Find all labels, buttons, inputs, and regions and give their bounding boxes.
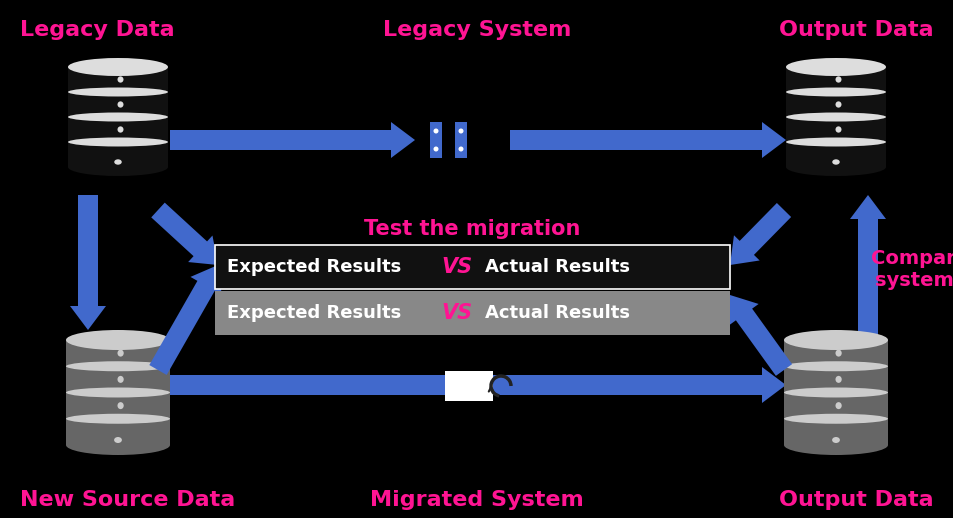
Polygon shape [170,367,785,403]
Polygon shape [152,203,218,265]
Ellipse shape [66,435,170,455]
Text: Expected Results: Expected Results [227,258,401,276]
Ellipse shape [117,102,123,108]
Polygon shape [170,122,415,158]
Text: Legacy System: Legacy System [382,20,571,40]
Ellipse shape [785,88,885,96]
Ellipse shape [68,112,168,122]
Ellipse shape [831,160,839,165]
Polygon shape [455,122,467,158]
Polygon shape [729,203,790,265]
Ellipse shape [68,158,168,176]
Polygon shape [66,340,170,445]
Text: Compare
systems: Compare systems [870,250,953,291]
Ellipse shape [783,330,887,350]
Text: VS: VS [441,303,472,323]
Polygon shape [785,67,885,167]
Text: Legacy Data: Legacy Data [20,20,174,40]
Polygon shape [729,295,791,376]
Text: Expected Results: Expected Results [227,304,401,322]
Ellipse shape [68,88,168,96]
Ellipse shape [114,160,122,165]
Ellipse shape [785,58,885,76]
Ellipse shape [783,435,887,455]
Ellipse shape [783,414,887,424]
FancyBboxPatch shape [214,245,729,289]
Ellipse shape [783,361,887,371]
Ellipse shape [433,147,438,151]
Ellipse shape [785,137,885,147]
Ellipse shape [458,128,463,134]
Ellipse shape [117,376,124,383]
Ellipse shape [117,76,123,83]
Ellipse shape [66,414,170,424]
Ellipse shape [458,147,463,151]
Ellipse shape [433,128,438,134]
Ellipse shape [835,376,841,383]
Ellipse shape [117,126,123,133]
Text: Actual Results: Actual Results [484,258,629,276]
Polygon shape [68,67,168,167]
Ellipse shape [66,387,170,397]
Text: Actual Results: Actual Results [484,304,629,322]
Text: New Source Data: New Source Data [20,490,235,510]
Polygon shape [150,265,221,375]
Ellipse shape [785,112,885,122]
Ellipse shape [835,126,841,133]
Ellipse shape [66,361,170,371]
Polygon shape [783,340,887,445]
Text: Migrated System: Migrated System [370,490,583,510]
Ellipse shape [66,330,170,350]
Ellipse shape [68,137,168,147]
FancyBboxPatch shape [444,371,493,401]
Text: Test the migration: Test the migration [364,219,580,239]
Ellipse shape [835,76,841,83]
Ellipse shape [835,102,841,108]
FancyBboxPatch shape [214,291,729,335]
Ellipse shape [117,402,124,409]
Ellipse shape [783,387,887,397]
Ellipse shape [114,437,122,443]
Text: VS: VS [441,257,472,277]
Polygon shape [849,195,885,385]
Polygon shape [430,122,441,158]
Ellipse shape [835,402,841,409]
Ellipse shape [68,58,168,76]
Ellipse shape [785,158,885,176]
Polygon shape [510,122,785,158]
Text: Output Data: Output Data [779,20,933,40]
Ellipse shape [117,350,124,356]
Text: Output Data: Output Data [779,490,933,510]
Ellipse shape [831,437,839,443]
Polygon shape [70,195,106,330]
Ellipse shape [835,350,841,356]
